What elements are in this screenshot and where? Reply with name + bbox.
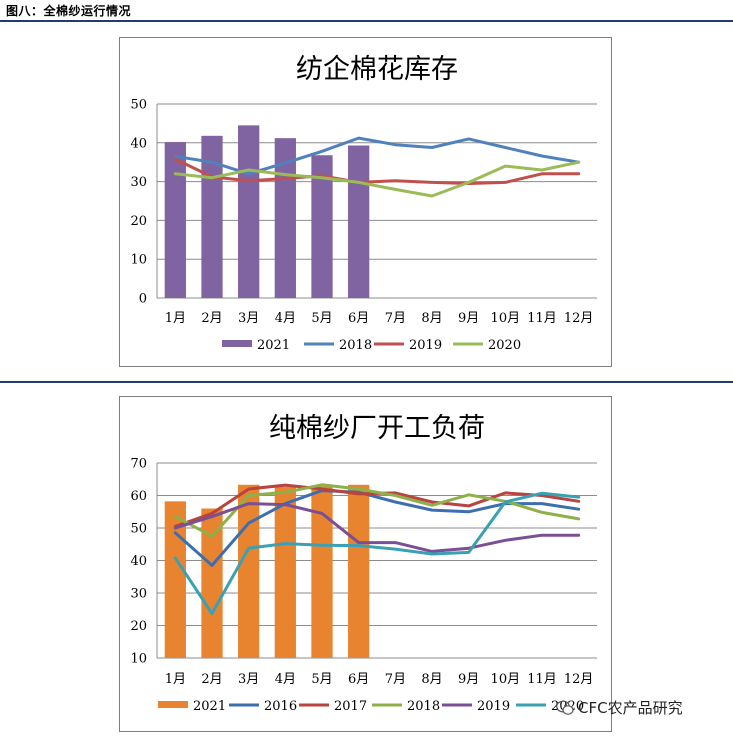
x-tick-label: 3月 [238, 672, 259, 687]
y-tick-label: 70 [130, 457, 147, 472]
y-tick-label: 20 [130, 214, 147, 229]
figure-caption: 图八：全棉纱运行情况 [6, 4, 132, 18]
y-tick-label: 40 [130, 136, 147, 151]
series-line-2018 [173, 483, 581, 538]
x-tick-label: 4月 [275, 311, 296, 326]
legend-label-2017: 2017 [334, 699, 367, 714]
x-tick-label: 2月 [201, 311, 222, 326]
x-tick-label: 6月 [348, 311, 369, 326]
legend-label-2018: 2018 [339, 338, 372, 353]
x-tick-label: 11月 [527, 311, 557, 326]
bar-2021-6月 [348, 145, 370, 298]
x-tick-label: 6月 [348, 672, 369, 687]
y-tick-label: 60 [130, 489, 147, 504]
legend-label-2019: 2019 [409, 338, 442, 353]
y-tick-label: 30 [130, 587, 147, 602]
chart-title: 纺企棉花库存 [296, 54, 458, 85]
series-line-2020 [173, 160, 581, 198]
bar-2021-1月 [164, 142, 186, 298]
x-tick-label: 2月 [201, 672, 222, 687]
x-tick-label: 8月 [421, 672, 442, 687]
bar-2021-5月 [311, 486, 333, 658]
bar-2021-3月 [238, 125, 260, 298]
yarn-operating-rate-svg: 纯棉纱厂开工负荷 10 20 30 40 50 60 70 1月 2月 3月 4月 5月 6月 7月 8月 9月… [130, 413, 597, 714]
legend-label-2018: 2018 [407, 699, 440, 714]
watermark: CFC农产品研究 [556, 697, 683, 718]
x-tick-label: 5月 [311, 311, 332, 326]
y-tick-label: 10 [130, 652, 147, 667]
x-tick-label: 3月 [238, 311, 259, 326]
bar-2021-4月 [274, 486, 296, 658]
legend-swatch-2021 [158, 701, 188, 708]
middle-divider [0, 381, 733, 383]
y-tick-label: 10 [130, 253, 147, 268]
bar-2021-5月 [311, 155, 333, 298]
series-line-2019 [173, 502, 581, 553]
x-tick-label: 4月 [275, 672, 296, 687]
x-tick-label: 7月 [385, 672, 406, 687]
y-tick-label: 50 [130, 522, 147, 537]
series-line-2019 [173, 157, 581, 185]
x-tick-label: 1月 [165, 672, 186, 687]
x-tick-label: 10月 [491, 672, 521, 687]
x-tick-label: 5月 [311, 672, 332, 687]
x-tick-label: 8月 [421, 311, 442, 326]
wechat-icon [556, 700, 574, 715]
legend-label-2016: 2016 [264, 699, 297, 714]
legend-swatch-2021 [222, 340, 252, 347]
x-tick-label: 12月 [564, 672, 594, 687]
cotton-inventory-svg: 纺企棉花库存 0 10 20 30 40 50 1月 2月 3月 4月 5月 6月 7月 8月 9月 10月 11… [130, 54, 597, 353]
y-tick-label: 50 [130, 98, 147, 113]
x-tick-label: 1月 [165, 311, 186, 326]
bar-2021-6月 [348, 484, 370, 658]
bar-2021-1月 [164, 501, 186, 658]
x-tick-label: 9月 [458, 311, 479, 326]
cotton-inventory-chart: 纺企棉花库存 0 10 20 30 40 50 1月 2月 3月 4月 5月 6月 7月 8月 9月 10月 11… [119, 37, 612, 367]
series-line-2020 [173, 491, 581, 615]
y-tick-label: 20 [130, 619, 147, 634]
x-tick-label: 10月 [491, 311, 521, 326]
x-tick-label: 12月 [564, 311, 594, 326]
chart-title: 纯棉纱厂开工负荷 [269, 413, 485, 444]
x-tick-label: 9月 [458, 672, 479, 687]
legend-label-2021: 2021 [193, 699, 226, 714]
x-tick-label: 7月 [385, 311, 406, 326]
legend-label-2021: 2021 [257, 338, 290, 353]
x-tick-label: 11月 [527, 672, 557, 687]
legend-label-2020: 2020 [488, 338, 521, 353]
yarn-operating-rate-chart: 纯棉纱厂开工负荷 10 20 30 40 50 60 70 1月 2月 3月 4月 5月 6月 7月 8月 9月… [119, 396, 612, 732]
y-tick-label: 30 [130, 175, 147, 190]
bar-2021-2月 [201, 508, 223, 658]
bar-2021-3月 [238, 484, 260, 658]
watermark-text: CFC农产品研究 [578, 699, 683, 717]
top-divider [0, 20, 733, 22]
legend-label-2019: 2019 [477, 699, 510, 714]
y-tick-label: 0 [139, 292, 147, 307]
y-tick-label: 40 [130, 554, 147, 569]
